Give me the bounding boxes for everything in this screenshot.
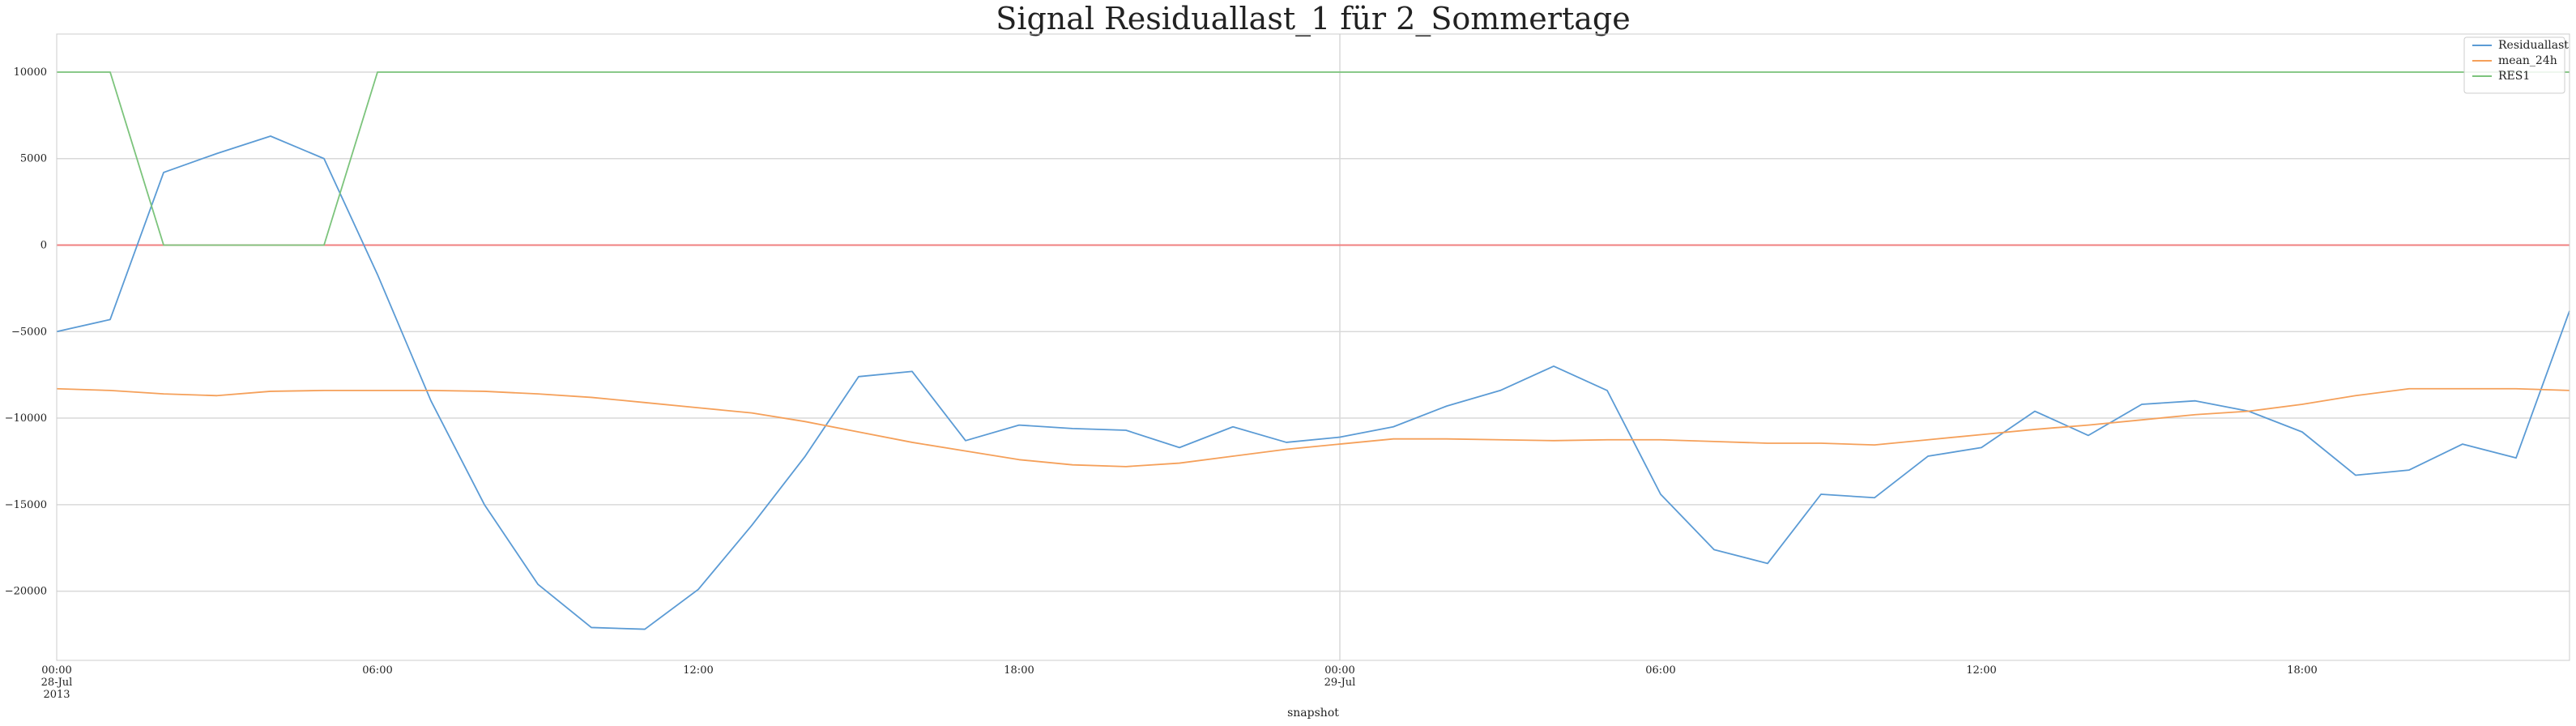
- y-tick-label: 5000: [20, 153, 47, 165]
- x-tick-label-line: 2013: [43, 689, 70, 701]
- x-tick-label-line: 06:00: [362, 664, 392, 677]
- x-tick-label-line: 28-Jul: [41, 677, 73, 689]
- x-tick-label: 06:00: [1645, 664, 1675, 677]
- x-axis-label: snapshot: [1287, 707, 1339, 720]
- x-tick-label-line: 00:00: [1324, 664, 1354, 677]
- y-tick-label: −10000: [5, 412, 47, 425]
- x-tick-label-line: 18:00: [1004, 664, 1034, 677]
- x-tick-label-line: 18:00: [2287, 664, 2317, 677]
- x-tick-label-line: 12:00: [1966, 664, 1996, 677]
- series-line-mean-24h: [56, 387, 2570, 468]
- grid-lines: [57, 34, 2570, 660]
- legend-label: RES1: [2498, 70, 2530, 83]
- x-tick-label: 12:00: [1966, 664, 1996, 677]
- x-tick-label-line: 00:00: [41, 664, 71, 677]
- x-tick-label-line: 06:00: [1645, 664, 1675, 677]
- x-tick-label: 18:00: [1004, 664, 1034, 677]
- y-tick-label: −20000: [5, 586, 47, 598]
- series-line-res1: [57, 71, 2570, 246]
- series-lines: [56, 71, 2570, 630]
- y-tick-label: −15000: [5, 499, 47, 511]
- x-tick-label: 18:00: [2287, 664, 2317, 677]
- x-tick-label: 06:00: [362, 664, 392, 677]
- legend: Residuallast mean_24h RES1: [2463, 36, 2569, 94]
- plot-frame: [56, 33, 2570, 661]
- legend-box: [2463, 36, 2565, 94]
- chart-title: Signal Residuallast_1 für 2_Sommertage: [996, 1, 1630, 37]
- series-line-residuallast: [56, 135, 2570, 630]
- x-tick-label: 00:00 28-Jul 2013: [41, 664, 73, 701]
- legend-label: Residuallast: [2498, 39, 2569, 52]
- legend-label: mean_24h: [2498, 54, 2557, 67]
- x-tick-label-line: 29-Jul: [1324, 677, 1356, 689]
- y-tick-label: 0: [41, 240, 47, 252]
- y-tick-label: −5000: [11, 326, 47, 338]
- y-tick-label: 10000: [14, 66, 47, 79]
- x-tick-label: 00:00 29-Jul: [1324, 664, 1356, 689]
- y-axis-ticks: 10000 5000 0 −5000 −10000 −15000 −20000: [5, 66, 47, 598]
- x-tick-label-line: 12:00: [683, 664, 713, 677]
- x-tick-label: 12:00: [683, 664, 713, 677]
